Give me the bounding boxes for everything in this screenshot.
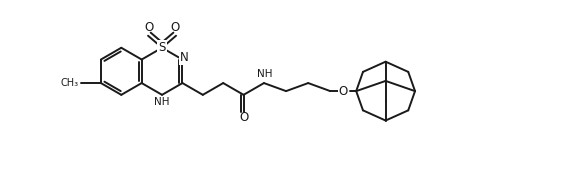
Text: CH₃: CH₃: [61, 78, 79, 88]
Text: S: S: [158, 41, 166, 54]
Text: O: O: [145, 21, 154, 34]
Text: O: O: [339, 85, 348, 98]
Text: O: O: [170, 21, 179, 34]
Text: O: O: [239, 111, 248, 124]
Text: N: N: [180, 51, 189, 64]
Text: NH: NH: [154, 97, 170, 107]
Text: NH: NH: [257, 69, 272, 79]
